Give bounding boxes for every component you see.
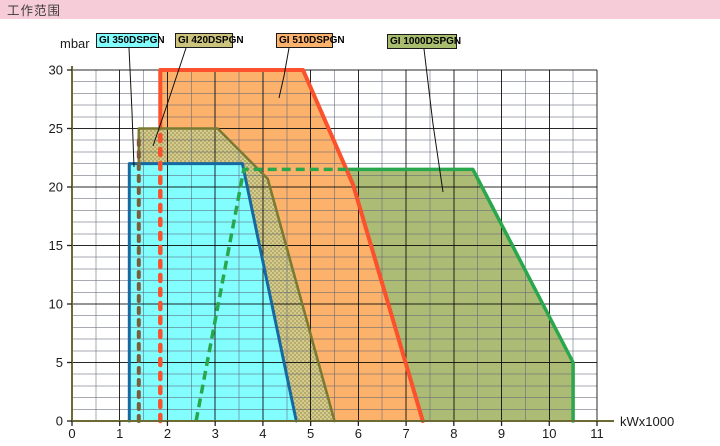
axes: 0 1 2 3 4 5 6 7 8 9 10 11 0 5 10 15 20 25 30 mbar kWx1000 [49, 36, 675, 441]
x-tick-label: 6 [355, 426, 362, 441]
leader-line-gi-510dspgn [278, 47, 290, 99]
series-dashed-borders [136, 126, 349, 424]
series-border-gi-510dspgn [158, 68, 425, 423]
x-tick-label: 11 [590, 426, 604, 441]
x-tick-label: 8 [450, 426, 457, 441]
x-tick-label: 1 [116, 426, 123, 441]
y-tick-label: 5 [56, 355, 63, 370]
x-tick-label: 5 [307, 426, 314, 441]
page-title: 工作范围 [7, 4, 62, 18]
x-tick-label: 0 [68, 426, 75, 441]
y-tick-label: 10 [49, 297, 63, 312]
legend-box-gi-510dspgn: GI 510DSPGN [276, 33, 345, 48]
y-tick-label: 30 [49, 63, 63, 78]
x-axis-unit-label: kWx1000 [620, 414, 674, 429]
x-tick-label: 4 [259, 426, 266, 441]
series-border-gi-350dspgn [127, 162, 298, 423]
legend-box-gi-350dspgn: GI 350DSPGN [96, 33, 165, 48]
y-tick-label: 15 [49, 238, 63, 253]
series-hidden-border-gi-1000dspgn [194, 167, 349, 422]
legend-box-gi-1000dspgn: GI 1000DSPGN [387, 34, 461, 49]
series-border-gi-1000dspgn [347, 167, 575, 423]
y-tick-label: 0 [56, 414, 63, 429]
x-tick-label: 2 [164, 426, 171, 441]
legend-box-gi-420dspgn: GI 420DSPGN [175, 33, 244, 48]
x-tick-label: 7 [402, 426, 409, 441]
leader-line-gi-350dspgn [128, 47, 135, 168]
y-tick-label: 20 [49, 180, 63, 195]
x-tick-label: 9 [498, 426, 505, 441]
y-tick-label: 25 [49, 121, 63, 136]
y-axis-unit-label: mbar [60, 36, 90, 51]
leader-line-gi-1000dspgn [423, 48, 444, 193]
leader-line-gi-420dspgn [152, 47, 187, 147]
x-tick-label: 3 [212, 426, 219, 441]
x-tick-label: 10 [542, 426, 556, 441]
legend-leader-lines [128, 47, 444, 193]
title-bar: 工作范围 [0, 0, 720, 19]
